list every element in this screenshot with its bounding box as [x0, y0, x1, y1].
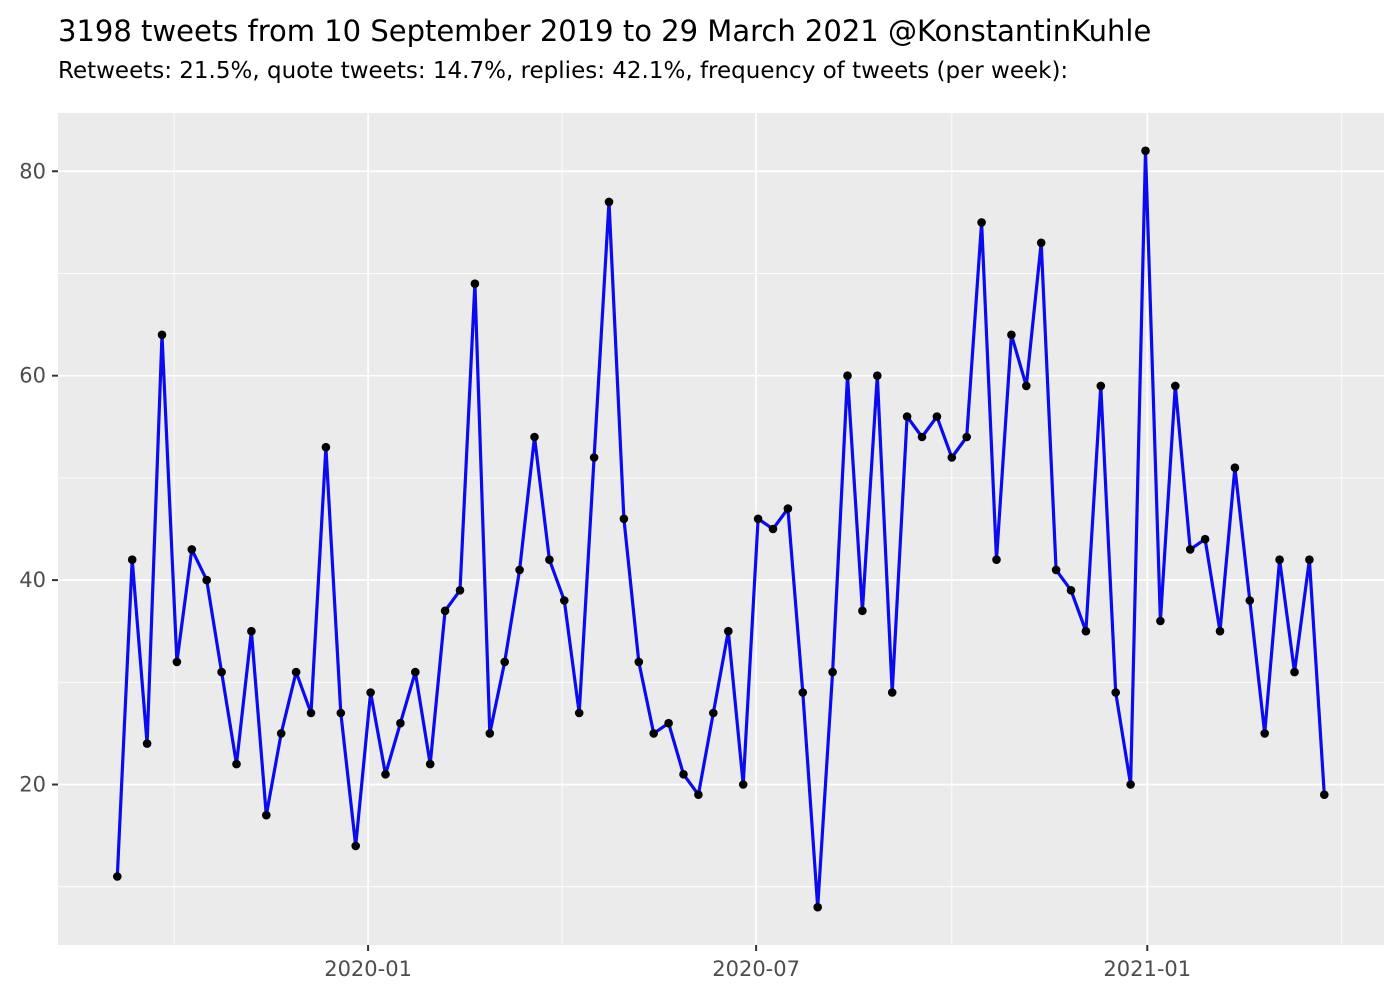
- data-point: [157, 330, 167, 340]
- data-point: [1290, 667, 1299, 677]
- data-point: [873, 371, 882, 381]
- data-point: [679, 770, 688, 779]
- data-point: [455, 586, 465, 595]
- data-point: [425, 759, 435, 769]
- data-point: [276, 729, 286, 738]
- data-point: [187, 545, 197, 554]
- data-point: [574, 708, 584, 718]
- data-point: [247, 626, 256, 636]
- tweet-frequency-line: [115, 149, 1326, 909]
- data-point: [1051, 565, 1061, 575]
- data-point: [858, 606, 867, 616]
- data-point: [500, 657, 510, 667]
- data-point: [649, 729, 658, 738]
- data-point: [783, 504, 793, 513]
- data-point: [902, 412, 912, 421]
- data-point: [1036, 238, 1046, 248]
- data-point: [530, 432, 539, 442]
- data-point: [1200, 534, 1210, 544]
- data-point: [738, 780, 748, 789]
- data-point: [664, 718, 673, 728]
- data-point: [813, 902, 822, 912]
- data-point: [232, 759, 241, 769]
- data-point: [724, 626, 733, 636]
- data-point: [172, 657, 182, 667]
- y-axis-label: 20: [19, 773, 46, 797]
- data-point: [1275, 555, 1284, 564]
- data-point: [1141, 146, 1150, 156]
- data-point: [634, 657, 644, 667]
- data-point: [321, 442, 331, 452]
- data-point: [947, 453, 957, 462]
- y-axis-label: 60: [19, 364, 46, 388]
- data-point: [1171, 381, 1180, 391]
- data-point: [1320, 790, 1329, 799]
- x-axis-label: 2020-07: [712, 957, 800, 981]
- y-axis-label: 40: [19, 568, 46, 592]
- data-point: [113, 872, 122, 881]
- data-point: [485, 729, 495, 738]
- data-point: [306, 708, 316, 718]
- data-point: [709, 708, 718, 718]
- data-point: [142, 739, 152, 748]
- data-point: [336, 708, 346, 718]
- data-point: [1126, 780, 1135, 789]
- data-point: [589, 453, 599, 462]
- data-point: [1245, 596, 1255, 605]
- data-point: [351, 841, 361, 851]
- data-point: [411, 667, 420, 677]
- data-point: [962, 432, 971, 442]
- data-point: [619, 514, 629, 524]
- data-point: [1111, 688, 1120, 697]
- data-point: [753, 514, 763, 524]
- data-point: [202, 575, 211, 585]
- data-point: [1022, 381, 1031, 391]
- chart-title: 3198 tweets from 10 September 2019 to 29…: [58, 14, 1152, 48]
- data-point: [843, 371, 852, 381]
- data-point: [440, 606, 450, 616]
- data-point: [1260, 729, 1269, 738]
- data-point: [1096, 381, 1106, 391]
- x-axis-label: 2021-01: [1103, 957, 1191, 981]
- plot-panel: [58, 113, 1384, 945]
- data-point: [798, 688, 808, 697]
- data-point: [366, 688, 375, 697]
- data-point: [1215, 626, 1225, 636]
- data-point: [1007, 330, 1016, 340]
- data-point: [1081, 626, 1091, 636]
- data-point: [127, 555, 137, 564]
- data-point: [291, 667, 301, 677]
- chart-subtitle: Retweets: 21.5%, quote tweets: 14.7%, re…: [58, 58, 1069, 84]
- data-point: [887, 688, 897, 697]
- data-point: [917, 432, 927, 442]
- data-point: [1156, 616, 1165, 626]
- data-point: [768, 524, 778, 534]
- data-point: [992, 555, 1001, 564]
- data-point: [545, 555, 554, 564]
- x-axis-label: 2020-01: [324, 957, 412, 981]
- data-point: [828, 667, 837, 677]
- y-axis-label: 80: [19, 159, 46, 183]
- data-point: [381, 770, 390, 779]
- data-point: [217, 667, 226, 677]
- data-point: [396, 718, 405, 728]
- data-point: [1185, 545, 1195, 554]
- data-point: [977, 218, 986, 227]
- data-point: [694, 790, 703, 799]
- data-point: [262, 810, 271, 820]
- data-point: [932, 412, 942, 421]
- data-point: [604, 197, 614, 207]
- data-point: [515, 565, 524, 575]
- data-point: [1305, 555, 1314, 564]
- data-point: [1230, 463, 1240, 473]
- data-point: [1066, 586, 1076, 595]
- data-point: [560, 596, 569, 605]
- data-point: [470, 279, 480, 289]
